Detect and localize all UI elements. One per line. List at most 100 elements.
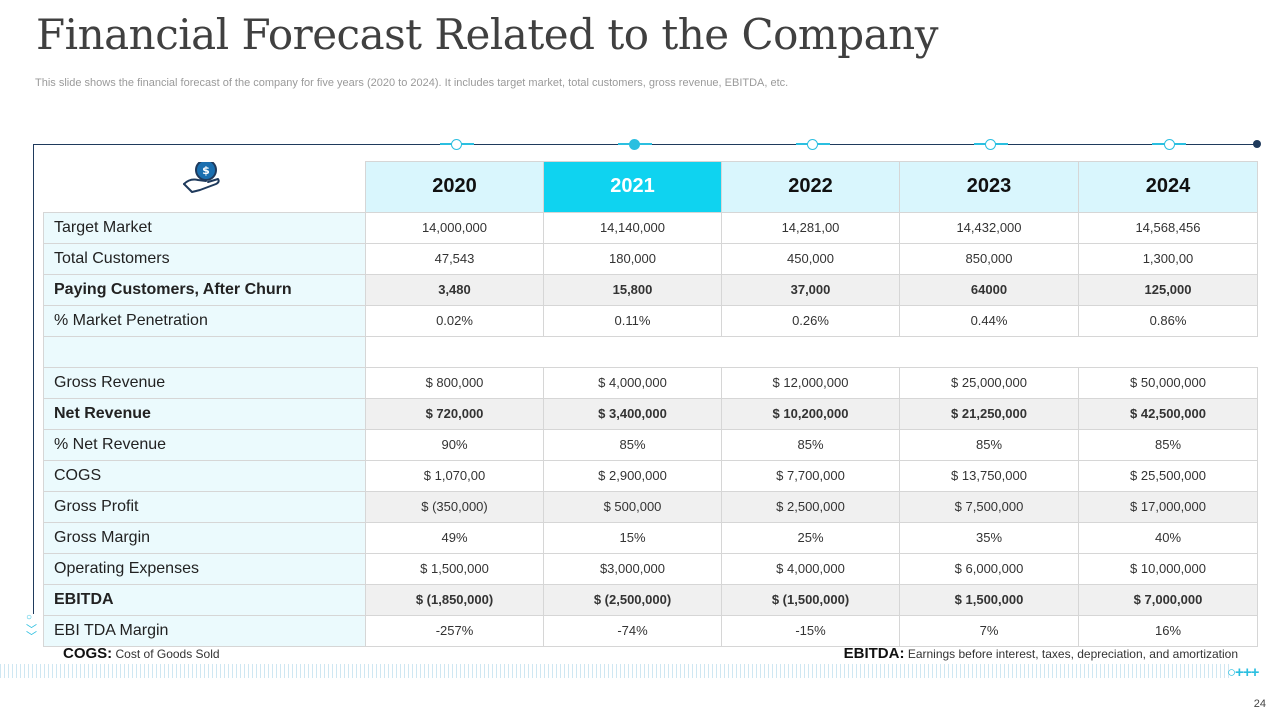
row-label: COGS (43, 459, 366, 492)
table-cell: 0.44% (899, 304, 1079, 337)
table-cell: 1,300,00 (1078, 242, 1258, 275)
table-cell: $ 4,000,000 (721, 552, 900, 585)
table-row: Total Customers 47,543 180,000 450,000 8… (43, 242, 1258, 275)
table-cell: $ 1,500,000 (365, 552, 544, 585)
timeline-start-circle-icon: ○ (26, 612, 33, 623)
table-cell: 14,281,00 (721, 211, 900, 244)
table-cell: -74% (543, 614, 722, 647)
table-cell: 37,000 (721, 273, 900, 306)
table-row: % Net Revenue 90% 85% 85% 85% 85% (43, 428, 1258, 461)
table-cell: $ (1,500,000) (721, 583, 900, 616)
table-cell: 0.26% (721, 304, 900, 337)
page-number: 24 (1253, 698, 1266, 710)
table-cell: 64000 (899, 273, 1079, 306)
table-row: EBITDA $ (1,850,000) $ (2,500,000) $ (1,… (43, 583, 1258, 616)
table-row: Gross Margin 49% 15% 25% 35% 40% (43, 521, 1258, 554)
table-cell: 85% (543, 428, 722, 461)
timeline-end-dot (1253, 140, 1261, 148)
table-cell: 40% (1078, 521, 1258, 554)
header-icon-cell: $ (43, 161, 366, 213)
money-bag-hand-icon: $ (180, 161, 228, 204)
table-cell: $ 4,000,000 (543, 366, 722, 399)
table-cell: 125,000 (1078, 273, 1258, 306)
timeline-node-2024 (1164, 139, 1175, 150)
row-label: Gross Profit (43, 490, 366, 523)
table-cell: $ 1,500,000 (899, 583, 1079, 616)
table-cell: 0.02% (365, 304, 544, 337)
table-row: Target Market 14,000,000 14,140,000 14,2… (43, 211, 1258, 244)
table-cell: $ 6,000,000 (899, 552, 1079, 585)
table-cell: 14,568,456 (1078, 211, 1258, 244)
timeline-node-2022 (807, 139, 818, 150)
chevron-down-icon: ﹀ (26, 624, 37, 636)
row-label: Net Revenue (43, 397, 366, 430)
timeline-node-2020 (451, 139, 462, 150)
table-row: COGS $ 1,070,00 $ 2,900,000 $ 7,700,000 … (43, 459, 1258, 492)
table-cell: $ 7,700,000 (721, 459, 900, 492)
table-cell: 85% (721, 428, 900, 461)
decorative-stripe-band (0, 664, 1230, 678)
table-row: % Market Penetration 0.02% 0.11% 0.26% 0… (43, 304, 1258, 337)
row-label (43, 335, 366, 368)
table-cell: $ 25,500,000 (1078, 459, 1258, 492)
table-cell: 16% (1078, 614, 1258, 647)
table-cell: 47,543 (365, 242, 544, 275)
table-cell: 14,000,000 (365, 211, 544, 244)
footnote-cogs-term: COGS: (63, 645, 113, 662)
table-cell: 25% (721, 521, 900, 554)
year-header-2024: 2024 (1078, 161, 1258, 213)
row-label: Gross Revenue (43, 366, 366, 399)
table-cell: $ 12,000,000 (721, 366, 900, 399)
table-cell: 35% (899, 521, 1079, 554)
row-label: % Net Revenue (43, 428, 366, 461)
table-cell: $ 500,000 (543, 490, 722, 523)
table-row: Gross Revenue $ 800,000 $ 4,000,000 $ 12… (43, 366, 1258, 399)
table-cell: $ 25,000,000 (899, 366, 1079, 399)
frame-left-line (33, 144, 34, 614)
table-cell: 7% (899, 614, 1079, 647)
header-row: $ 2020 2021 2022 2023 2024 (43, 161, 1258, 213)
row-label: % Market Penetration (43, 304, 366, 337)
row-label: Operating Expenses (43, 552, 366, 585)
row-label: EBITDA (43, 583, 366, 616)
table-spacer-row (43, 335, 1258, 368)
row-label: EBI TDA Margin (43, 614, 366, 647)
table-cell: 15,800 (543, 273, 722, 306)
table-cell: 0.86% (1078, 304, 1258, 337)
table-cell: 450,000 (721, 242, 900, 275)
table-cell: $ 720,000 (365, 397, 544, 430)
table-cell: 850,000 (899, 242, 1079, 275)
table-cell: 85% (1078, 428, 1258, 461)
table-cell: $ 3,400,000 (543, 397, 722, 430)
spacer-cell (365, 335, 1258, 368)
table-cell: $ 50,000,000 (1078, 366, 1258, 399)
table-cell: -15% (721, 614, 900, 647)
table-cell: $ (1,850,000) (365, 583, 544, 616)
table-cell: 85% (899, 428, 1079, 461)
table-cell: $ 42,500,000 (1078, 397, 1258, 430)
table-cell: 180,000 (543, 242, 722, 275)
footnote-cogs-definition: Cost of Goods Sold (115, 647, 220, 661)
table-row: Gross Profit $ (350,000) $ 500,000 $ 2,5… (43, 490, 1258, 523)
slide-subtitle: This slide shows the financial forecast … (35, 77, 789, 89)
table-row: Operating Expenses $ 1,500,000 $3,000,00… (43, 552, 1258, 585)
plus-decoration-icon: ○+++ (1227, 664, 1259, 681)
row-label: Paying Customers, After Churn (43, 273, 366, 306)
table-cell: $ 17,000,000 (1078, 490, 1258, 523)
row-label: Target Market (43, 211, 366, 244)
table-cell: 0.11% (543, 304, 722, 337)
footnote-cogs: COGS: Cost of Goods Sold (63, 645, 220, 662)
row-label: Gross Margin (43, 521, 366, 554)
table-cell: 3,480 (365, 273, 544, 306)
footnote-ebitda-definition: Earnings before interest, taxes, depreci… (907, 647, 1238, 661)
table-cell: $ (2,500,000) (543, 583, 722, 616)
forecast-table: $ 2020 2021 2022 2023 2024 Target Market… (43, 161, 1258, 647)
table-cell: $ 10,000,000 (1078, 552, 1258, 585)
slide-title: Financial Forecast Related to the Compan… (36, 10, 938, 59)
year-header-2022: 2022 (721, 161, 900, 213)
table-cell: $ 10,200,000 (721, 397, 900, 430)
table-row: Paying Customers, After Churn 3,480 15,8… (43, 273, 1258, 306)
table-cell: -257% (365, 614, 544, 647)
table-cell: $ (350,000) (365, 490, 544, 523)
table-cell: $ 2,900,000 (543, 459, 722, 492)
